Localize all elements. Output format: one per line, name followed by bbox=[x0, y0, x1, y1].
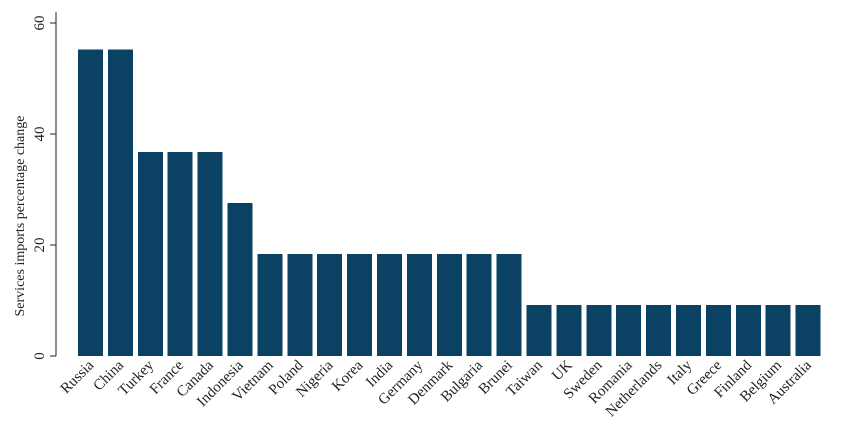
bar-belgium bbox=[765, 304, 791, 356]
bar-taiwan bbox=[526, 304, 552, 356]
bar-italy bbox=[676, 304, 701, 356]
bar-finland bbox=[735, 304, 761, 356]
y-axis-title: Services imports percentage change bbox=[13, 116, 28, 317]
y-tick-label: 40 bbox=[32, 127, 48, 142]
bar-india bbox=[377, 253, 402, 356]
y-tick-label: 0 bbox=[32, 352, 48, 360]
y-axis-ticks: 0 20 40 60 bbox=[32, 16, 56, 360]
bar-greece bbox=[705, 304, 731, 356]
bar-denmark bbox=[436, 253, 462, 356]
bar-france bbox=[167, 151, 193, 356]
bar-indonesia bbox=[227, 202, 253, 356]
y-tick-label: 60 bbox=[32, 16, 48, 31]
x-axis-labels: RussiaChinaTurkeyFranceCanadaIndonesiaVi… bbox=[58, 357, 815, 420]
bar-germany bbox=[406, 253, 432, 356]
bar-korea bbox=[347, 253, 373, 356]
y-tick-label: 20 bbox=[32, 238, 48, 253]
bar-romania bbox=[616, 304, 642, 356]
bar-australia bbox=[795, 304, 821, 356]
bar-uk bbox=[556, 304, 582, 356]
x-tick-label-russia: Russia bbox=[58, 357, 98, 397]
bar-vietnam bbox=[257, 253, 283, 356]
bar-brunei bbox=[496, 253, 522, 356]
bars-group bbox=[78, 49, 821, 356]
bar-nigeria bbox=[317, 253, 343, 356]
bar-turkey bbox=[137, 151, 163, 356]
bar-sweden bbox=[586, 304, 612, 356]
bar-canada bbox=[197, 151, 223, 356]
bar-netherlands bbox=[646, 304, 672, 356]
bar-bulgaria bbox=[466, 253, 492, 356]
x-tick-label-korea: Korea bbox=[329, 357, 366, 394]
bar-russia bbox=[78, 49, 103, 356]
bar-china bbox=[107, 49, 133, 356]
bar-poland bbox=[287, 253, 313, 356]
